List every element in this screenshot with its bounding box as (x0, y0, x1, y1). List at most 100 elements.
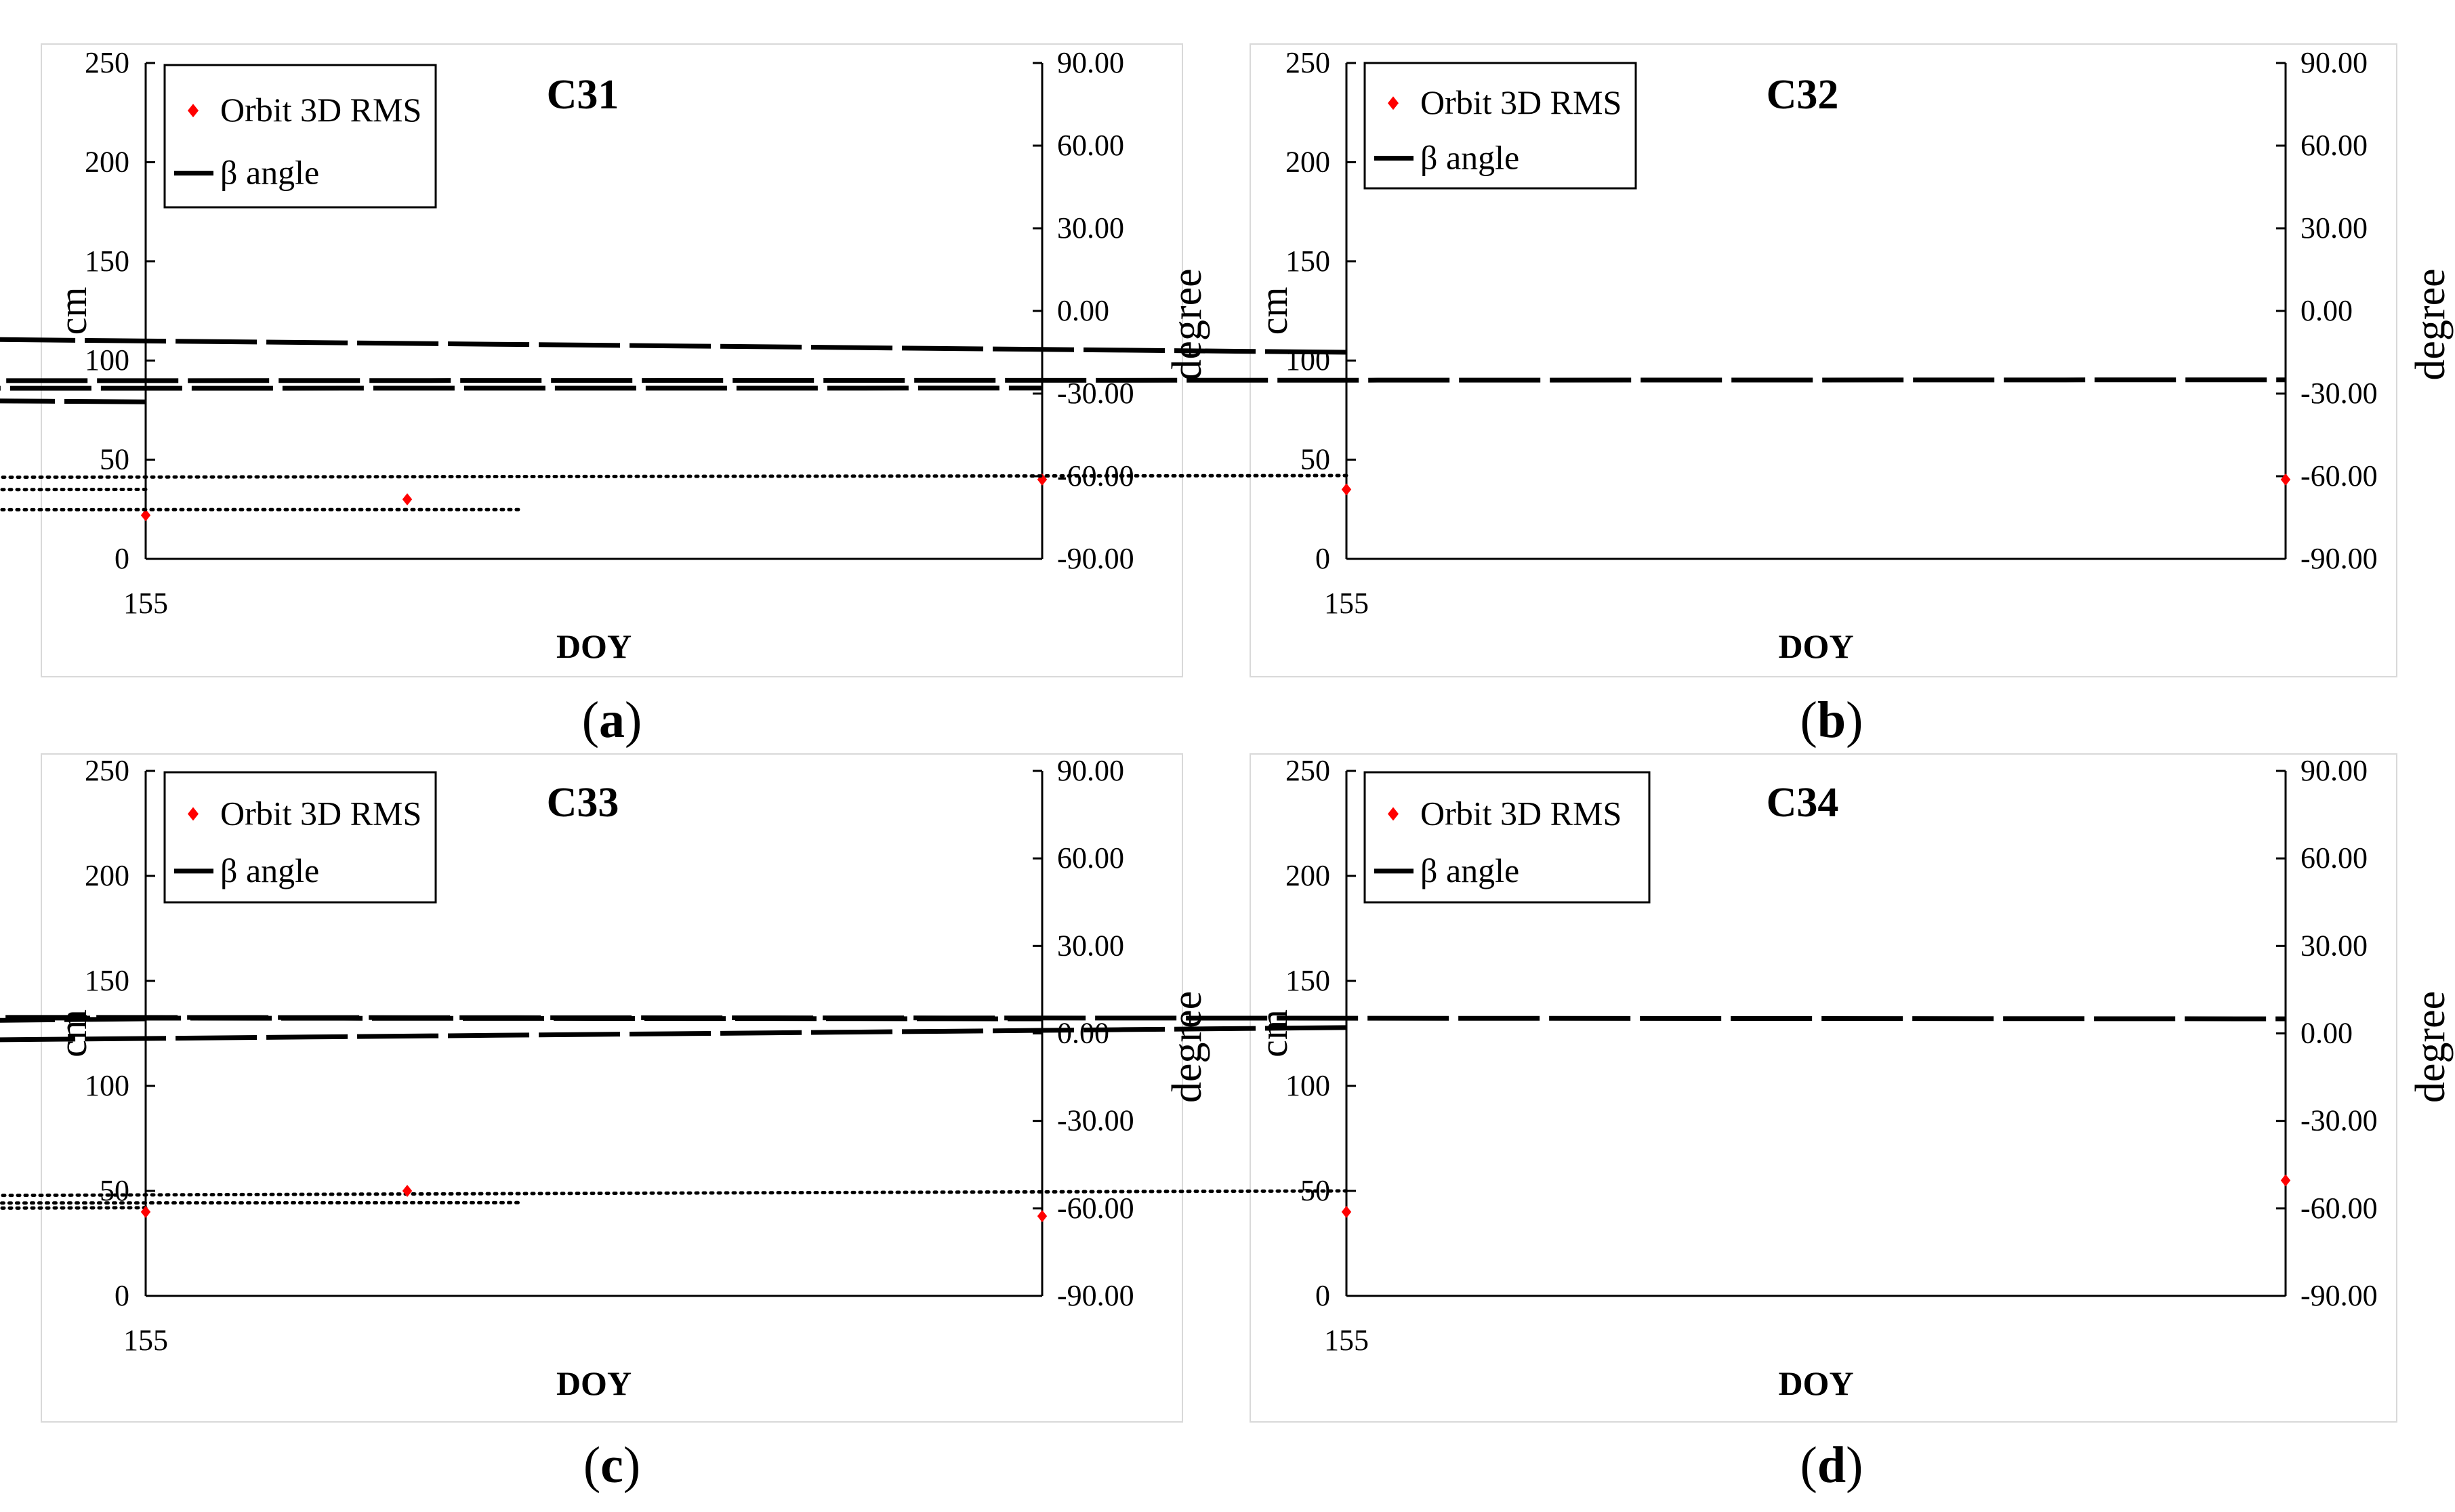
right-tick-label: -60.00 (2301, 459, 2378, 492)
legend-box (163, 771, 437, 904)
beta-angle-series (0, 1015, 2286, 1043)
chart-c34: 050100150200250-90.00-60.00-30.000.0030.… (0, 754, 2454, 1402)
left-tick-label: 200 (85, 859, 129, 892)
panel-label-d: (d) (1800, 1437, 1863, 1494)
chart-title: C34 (1767, 780, 1839, 826)
right-tick-label: 90.00 (1057, 754, 1124, 787)
right-axis-title: degree (2408, 268, 2454, 380)
right-tick-label: -30.00 (1057, 1104, 1134, 1137)
right-tick-label: -60.00 (2301, 1192, 2378, 1225)
panel-label-c: (c) (583, 1437, 641, 1494)
right-tick-label: 60.00 (2301, 841, 2368, 875)
right-tick-label: -30.00 (2301, 377, 2378, 410)
rms-point (2280, 1174, 2291, 1187)
rms-point (402, 493, 413, 506)
right-tick-label: -90.00 (1057, 542, 1134, 575)
x-tick-label: 155 (123, 1324, 168, 1357)
right-tick-label: 0.00 (2301, 1017, 2353, 1050)
x-tick-label: 155 (1324, 1324, 1369, 1357)
left-tick-label: 150 (1285, 964, 1330, 997)
rms-point (1341, 1206, 1352, 1218)
legend-beta-label: β angle (220, 852, 319, 889)
right-axis-title: degree (2408, 991, 2454, 1103)
legend-rms-marker (1388, 96, 1399, 110)
left-axis-title: cm (51, 287, 95, 335)
panel-label-b: (b) (1800, 692, 1863, 749)
legend-rms-marker (188, 104, 199, 118)
right-axis-title: degree (1164, 268, 1210, 380)
right-tick-label: 30.00 (2301, 211, 2368, 245)
x-axis-title: DOY (556, 627, 632, 665)
rms-point (2280, 473, 2291, 486)
rms-point (1037, 1210, 1048, 1223)
left-tick-label: 150 (85, 964, 129, 997)
right-tick-label: 90.00 (2301, 754, 2368, 787)
legend-box (1363, 771, 1651, 904)
legend-beta-label: β angle (1420, 139, 1519, 177)
chart-title: C31 (547, 72, 619, 118)
left-tick-label: 0 (115, 542, 129, 575)
left-tick-label: 200 (85, 145, 129, 178)
left-tick-label: 250 (85, 46, 129, 79)
rms-point (1341, 483, 1352, 496)
rms-point (140, 509, 151, 522)
legend-box (1363, 62, 1637, 190)
right-tick-label: 0.00 (2301, 294, 2353, 327)
left-tick-label: 150 (1285, 245, 1330, 278)
chart-c32: 0 50 100 150 200 250 -90.00 -60.00 -30.00 0.00 30.… (0, 46, 2454, 665)
right-tick-label: -60.00 (1057, 1192, 1134, 1225)
left-tick-label: 0 (1315, 542, 1330, 575)
chart-c31: 050100150200250-90.00-60.00-30.000.0030.… (0, 46, 1210, 665)
rms-point (402, 1185, 413, 1197)
left-tick-label: 200 (1285, 859, 1330, 892)
right-tick-label: -30.00 (2301, 1104, 2378, 1137)
left-tick-label: 50 (100, 443, 129, 476)
x-axis-title: DOY (1778, 627, 1853, 665)
left-tick-label: 100 (85, 343, 129, 377)
left-tick-label: 100 (1285, 1069, 1330, 1102)
left-tick-label: 250 (85, 754, 129, 787)
right-axis-title: degree (1164, 991, 1210, 1103)
right-tick-label: 90.00 (1057, 46, 1124, 79)
legend-rms-marker (1388, 807, 1399, 821)
legend-rms-marker (188, 807, 199, 821)
rms-trend-line (0, 1189, 1348, 1205)
left-axis-title: cm (1252, 287, 1296, 335)
x-axis-title: DOY (1778, 1364, 1853, 1402)
chart-c33: 050100150200250-90.00-60.00-30.000.0030.… (0, 754, 1210, 1402)
right-tick-label: 90.00 (2301, 46, 2368, 79)
left-tick-label: 50 (1300, 443, 1330, 476)
rms-point (140, 1206, 151, 1218)
right-tick-label: 60.00 (1057, 841, 1124, 875)
left-tick-label: 250 (1285, 46, 1330, 79)
beta-angle-series (0, 337, 2286, 383)
right-tick-label: -90.00 (1057, 1279, 1134, 1312)
left-tick-label: 200 (1285, 145, 1330, 178)
left-tick-label: 250 (1285, 754, 1330, 787)
right-tick-label: -90.00 (2301, 542, 2378, 575)
legend-rms-label: Orbit 3D RMS (1420, 794, 1622, 832)
left-tick-label: 100 (85, 1069, 129, 1102)
legend-rms-label: Orbit 3D RMS (220, 91, 421, 129)
rms-trend-line (0, 474, 1348, 511)
right-tick-label: 0.00 (1057, 1017, 1109, 1050)
right-tick-label: 0.00 (1057, 294, 1109, 327)
x-tick-label: 155 (1324, 587, 1369, 620)
legend-beta-label: β angle (220, 154, 319, 192)
chart-title: C32 (1767, 72, 1839, 118)
x-tick-label: 155 (123, 587, 168, 620)
left-tick-label: 100 (1285, 343, 1330, 377)
beta-angle-series (0, 385, 1043, 404)
left-tick-label: 150 (85, 245, 129, 278)
right-tick-label: 60.00 (2301, 129, 2368, 162)
chart-title: C33 (547, 780, 619, 826)
legend-rms-label: Orbit 3D RMS (1420, 83, 1622, 121)
x-axis-title: DOY (556, 1364, 632, 1402)
left-tick-label: 0 (115, 1279, 129, 1312)
legend-box (163, 64, 437, 209)
right-tick-label: 30.00 (1057, 929, 1124, 962)
right-tick-label: -90.00 (2301, 1279, 2378, 1312)
legend-beta-label: β angle (1420, 852, 1519, 889)
panel-label-a: (a) (581, 692, 642, 749)
